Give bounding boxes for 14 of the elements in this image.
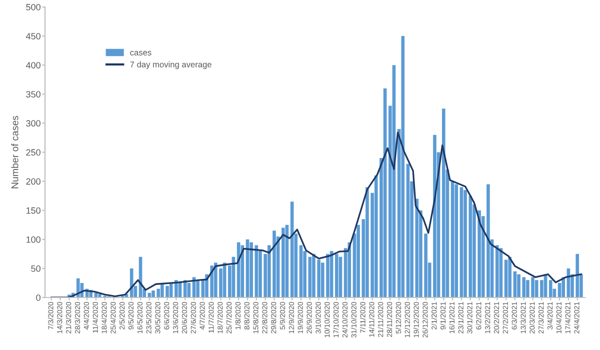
y-tick-label: 150: [26, 207, 40, 214]
y-tick-label: 250: [26, 149, 40, 156]
y-tick-label: 350: [26, 91, 40, 98]
legend-label: 7 day moving average: [130, 61, 212, 70]
y-tick-label: 400: [26, 62, 40, 68]
y-tick-label: 200: [26, 178, 40, 185]
y-tick-label: 100: [26, 236, 40, 243]
y-axis-title: Number of cases: [11, 116, 18, 188]
y-tick-label: 500: [26, 4, 40, 10]
y-tick-label: 450: [26, 33, 40, 40]
y-tick-label: 0: [36, 294, 40, 301]
y-tick-label: 50: [31, 265, 40, 272]
legend-label: cases: [130, 50, 152, 56]
y-tick-label: 300: [26, 120, 40, 127]
